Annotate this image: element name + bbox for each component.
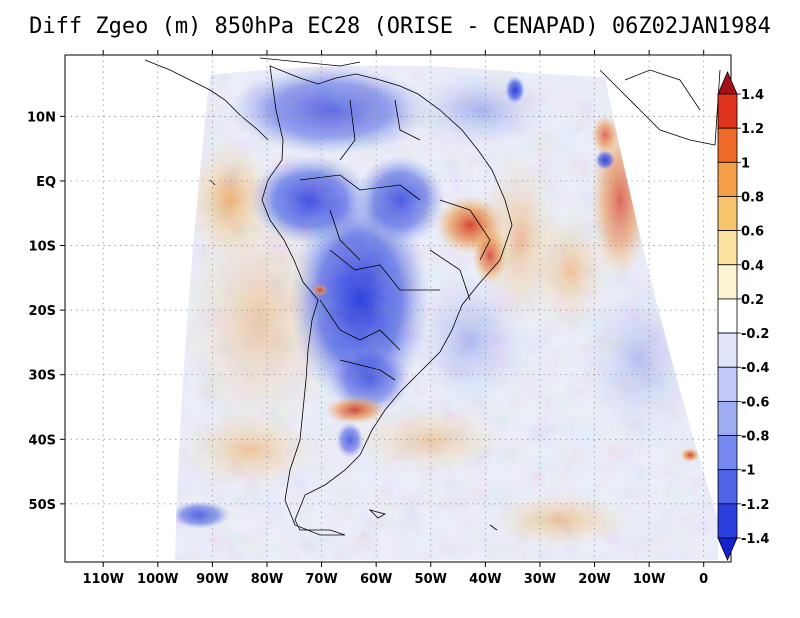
y-axis: 10N EQ 10S 20S 30S 40S 50S [27,110,736,513]
x-tick-label: 30W [524,572,556,587]
colorbar-box [717,469,738,505]
colorbar-label: 1 [741,156,750,171]
x-tick-label: 20W [578,572,610,587]
y-tick-label: 20S [29,304,56,319]
colorbar-label: 0.8 [741,190,764,205]
x-tick-label: 100W [137,572,178,587]
colorbar-box [717,503,738,539]
colorbar-box [717,93,738,129]
x-tick-label: 10W [633,572,665,587]
x-axis: 110W 100W 90W 80W 70W 60W 50W 40W 30W 20W 10W 0 [82,50,708,587]
colorbar-label: 1.4 [741,88,764,103]
colorbar-box [717,435,738,471]
colorbar-box [717,230,738,266]
x-tick-label: 40W [469,572,501,587]
y-tick-label: 50S [29,498,56,513]
colorbar-box [717,400,738,436]
colorbar: 1.4 1.2 1 0.8 0.6 0.4 0.2 -0.2 -0.4 -0.6 -0.8 -1 -1.… [717,70,769,562]
colorbar-box [717,161,738,197]
x-tick-label: 110W [82,572,123,587]
colorbar-label: 1.2 [741,122,764,137]
x-tick-label: 0 [699,572,708,587]
y-tick-label: 10N [27,110,56,125]
colorbar-label: 0.4 [741,259,764,274]
colorbar-label: -0.2 [741,327,769,342]
colorbar-label: -1.2 [741,498,769,513]
colorbar-box [717,264,738,300]
y-tick-label: 40S [29,433,56,448]
colorbar-label: 0.2 [741,293,764,308]
colorbar-box [717,298,738,334]
colorbar-label: -1 [741,464,755,479]
x-tick-label: 60W [360,572,392,587]
colorbar-label: -0.6 [741,395,769,410]
y-tick-label: EQ [36,175,56,190]
y-tick-label: 10S [29,240,56,255]
colorbar-box [717,366,738,402]
x-tick-label: 50W [415,572,447,587]
colorbar-label: 0.6 [741,225,764,240]
y-tick-label: 30S [29,369,56,384]
map-title: Diff Zgeo (m) 850hPa EC28 (ORISE - CENAP… [29,14,771,39]
colorbar-label: -1.4 [741,532,769,547]
x-tick-label: 90W [196,572,228,587]
colorbar-label: -0.4 [741,361,769,376]
colorbar-bottom-arrow [717,537,738,562]
coastlines [144,57,721,536]
colorbar-label: -0.8 [741,430,769,445]
colorbar-box [717,332,738,368]
x-tick-label: 80W [251,572,283,587]
colorbar-box [717,196,738,232]
gridlines [65,55,731,562]
colorbar-box [717,127,738,163]
x-tick-label: 70W [305,572,337,587]
